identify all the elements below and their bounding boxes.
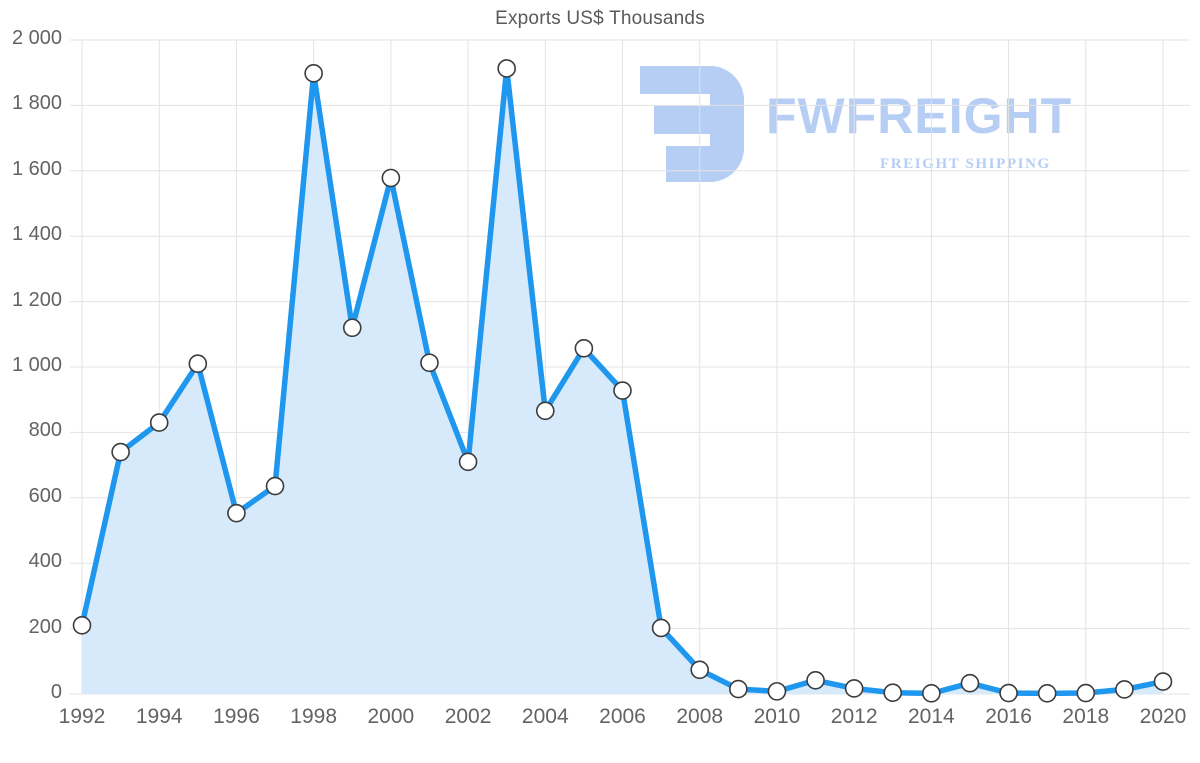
x-axis-tick-label: 1998 xyxy=(290,705,337,728)
data-point-marker[interactable] xyxy=(806,670,825,690)
data-point-marker[interactable] xyxy=(729,679,748,699)
y-axis-tick-label: 0 xyxy=(50,681,62,703)
data-point-marker[interactable] xyxy=(227,503,246,523)
x-axis-tick-label: 2016 xyxy=(985,705,1032,728)
x-axis-tick-label: 1992 xyxy=(58,705,106,728)
data-point-marker[interactable] xyxy=(1115,680,1134,699)
data-point-marker[interactable] xyxy=(883,683,903,702)
data-point-marker[interactable] xyxy=(651,618,671,638)
data-point-marker[interactable] xyxy=(1076,683,1096,703)
x-axis-tick-label: 2010 xyxy=(753,705,801,728)
data-point-marker[interactable] xyxy=(458,452,478,472)
data-markers xyxy=(72,59,1173,703)
data-point-marker[interactable] xyxy=(72,616,92,635)
data-point-marker[interactable] xyxy=(304,64,323,83)
x-axis-tick-label: 1996 xyxy=(213,705,260,728)
x-axis-tick-label: 2006 xyxy=(599,705,646,728)
x-axis-tick-label: 2018 xyxy=(1062,705,1110,728)
x-axis-tick-label: 2012 xyxy=(830,705,878,728)
x-axis-tick-label: 2020 xyxy=(1139,705,1187,728)
y-axis-tick-label: 1 800 xyxy=(11,92,62,115)
y-axis-tick-label: 1 600 xyxy=(11,157,62,180)
data-point-marker[interactable] xyxy=(613,381,632,400)
data-point-marker[interactable] xyxy=(111,442,130,462)
data-point-marker[interactable] xyxy=(844,679,864,698)
y-axis-tick-label: 400 xyxy=(28,550,62,573)
data-point-marker[interactable] xyxy=(535,401,555,421)
data-point-marker[interactable] xyxy=(960,673,980,693)
x-axis-tick-label: 1994 xyxy=(135,705,183,728)
data-point-marker[interactable] xyxy=(342,318,362,338)
chart-title: Exports US$ Thousands xyxy=(495,8,705,29)
area-fill xyxy=(82,68,1163,694)
data-point-marker[interactable] xyxy=(999,683,1018,703)
y-axis-tick-label: 800 xyxy=(28,419,62,442)
y-axis-tick-label: 600 xyxy=(28,484,62,507)
data-point-marker[interactable] xyxy=(690,660,710,680)
data-point-marker[interactable] xyxy=(1037,684,1057,703)
y-axis-tick-label: 1 000 xyxy=(11,354,62,376)
x-axis-tick-label: 2014 xyxy=(907,705,955,728)
y-axis-tick-label: 2 000 xyxy=(11,27,62,49)
data-point-marker[interactable] xyxy=(767,682,787,701)
data-point-marker[interactable] xyxy=(420,353,439,373)
data-point-marker[interactable] xyxy=(574,339,594,358)
y-axis-tick-label: 1 200 xyxy=(11,288,62,311)
x-axis-tick-label: 2000 xyxy=(367,705,415,728)
x-axis-tick-label: 2008 xyxy=(676,705,724,728)
x-axis-tick-label: 2002 xyxy=(444,705,492,728)
data-point-marker[interactable] xyxy=(149,413,169,432)
data-point-marker[interactable] xyxy=(497,59,516,78)
data-point-marker[interactable] xyxy=(265,476,285,496)
y-axis-tick-label: 200 xyxy=(28,615,62,638)
x-axis-tick-label: 2004 xyxy=(521,705,569,728)
data-point-marker[interactable] xyxy=(381,168,401,188)
y-axis-tick-label: 1 400 xyxy=(11,223,62,246)
data-point-marker[interactable] xyxy=(922,684,941,703)
data-point-marker[interactable] xyxy=(1153,672,1173,691)
data-point-marker[interactable] xyxy=(188,354,208,374)
